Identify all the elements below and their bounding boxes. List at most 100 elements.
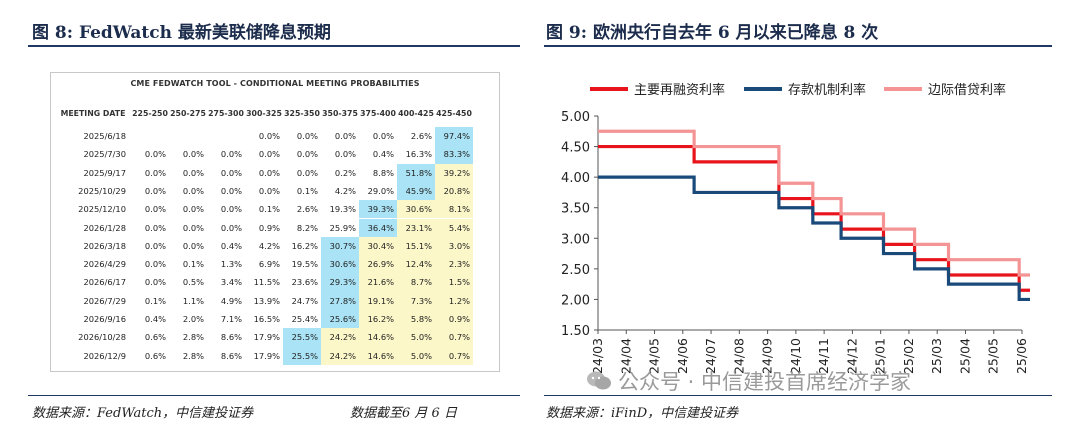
right-title-rule <box>544 45 1052 47</box>
table-cell: 0.0% <box>296 149 318 160</box>
table-cell: 0.0% <box>220 185 242 196</box>
y-tick-label: 3.50 <box>561 202 590 217</box>
table-cell: 0.0% <box>144 149 166 160</box>
table-cell: 0.0% <box>144 277 166 288</box>
table-cell: 8.8% <box>372 167 394 178</box>
table-cell: 0.0% <box>144 259 166 270</box>
y-tick-label: 4.00 <box>561 171 590 186</box>
table-cell <box>169 127 207 145</box>
table-cell: 19.1% <box>359 291 397 310</box>
x-tick-label: 25/03 <box>929 338 944 374</box>
table-header-cell: 375-400 <box>360 109 396 118</box>
left-date-note: 数据截至6 月 6 日 <box>350 406 457 421</box>
table-cell: 39.2% <box>435 163 473 182</box>
x-tick-label: 25/05 <box>986 338 1001 374</box>
table-cell: 24.2% <box>321 328 359 347</box>
table-cell: 0.1% <box>182 259 204 270</box>
table-cell: 30.6% <box>321 255 359 274</box>
x-tick-label: 25/01 <box>873 338 888 374</box>
table-row-date: 2025/12/10 <box>78 204 126 215</box>
table-cell: 17.9% <box>253 332 280 343</box>
table-header-cell: 275-300 <box>208 109 244 118</box>
table-cell: 25.9% <box>329 222 356 233</box>
table-cell: 23.1% <box>397 218 435 237</box>
table-cell: 36.4% <box>359 218 397 237</box>
table-cell: 97.4% <box>435 127 473 146</box>
table-cell: 0.0% <box>182 204 204 215</box>
table-header-cell: 300-325 <box>246 109 282 118</box>
table-cell: 30.4% <box>359 236 397 256</box>
table-cell: 16.5% <box>253 314 280 324</box>
table-cell: 20.8% <box>435 181 473 201</box>
y-tick-label: 1.50 <box>561 324 590 339</box>
table-cell: 0.0% <box>144 240 166 251</box>
table-cell: 0.0% <box>182 167 204 178</box>
table-cell: 51.8% <box>397 163 435 182</box>
table-cell: 39.3% <box>359 200 397 219</box>
table-cell: 12.4% <box>397 255 435 274</box>
table-header-cell: 225-250 <box>132 109 168 118</box>
table-cell <box>207 127 245 145</box>
table-row-date: 2026/1/28 <box>83 222 126 233</box>
table-cell: 45.9% <box>397 181 435 201</box>
table-cell: 0.0% <box>258 131 280 141</box>
x-tick-label: 24/03 <box>590 338 605 374</box>
table-cell: 8.7% <box>397 273 435 292</box>
left-figure-title: 图 8: FedWatch 最新美联储降息预期 <box>32 23 331 43</box>
table-cell: 0.0% <box>372 131 394 141</box>
table-cell: 0.7% <box>435 328 473 347</box>
legend-label: 存款机制利率 <box>788 82 866 98</box>
table-cell: 13.9% <box>253 295 280 306</box>
table-cell: 0.9% <box>435 310 473 329</box>
table-cell: 0.2% <box>334 167 356 178</box>
table-cell: 25.4% <box>291 314 318 324</box>
table-cell: 7.1% <box>220 314 242 324</box>
table-cell: 24.2% <box>321 346 359 365</box>
left-bottom-rule <box>28 395 520 396</box>
table-cell: 8.2% <box>296 222 318 233</box>
table-cell: 0.0% <box>258 149 280 160</box>
table-cell: 8.1% <box>435 200 473 219</box>
x-tick-label: 24/11 <box>816 338 831 374</box>
x-tick-label: 24/08 <box>731 338 746 374</box>
x-tick-label: 24/04 <box>618 338 633 374</box>
table-cell: 5.4% <box>435 218 473 237</box>
table-cell: 15.1% <box>397 236 435 256</box>
y-tick-label: 4.50 <box>561 141 590 156</box>
x-tick-label: 25/06 <box>1014 338 1029 374</box>
series-line-1 <box>598 175 1030 302</box>
y-tick-label: 3.00 <box>561 232 590 247</box>
table-cell: 16.2% <box>359 310 397 329</box>
table-cell: 0.7% <box>435 346 473 365</box>
table-cell: 27.8% <box>321 291 359 310</box>
table-header-cell: 425-450 <box>436 109 472 118</box>
table-row-date: 2026/10/28 <box>78 332 126 343</box>
fedwatch-table-title: CME FEDWATCH TOOL - CONDITIONAL MEETING … <box>130 79 420 88</box>
table-cell: 0.0% <box>258 167 280 178</box>
table-cell: 23.6% <box>291 277 318 288</box>
x-tick-label: 24/12 <box>844 338 859 374</box>
table-cell: 0.6% <box>144 332 166 343</box>
table-cell: 29.3% <box>321 273 359 292</box>
table-cell: 0.1% <box>258 204 280 215</box>
table-cell: 0.0% <box>334 131 356 141</box>
table-cell: 5.0% <box>397 328 435 347</box>
x-tick-label: 24/06 <box>675 338 690 374</box>
table-cell: 16.2% <box>291 240 318 251</box>
table-cell: 0.4% <box>220 240 242 251</box>
table-cell: 24.7% <box>291 295 318 306</box>
table-cell: 0.0% <box>296 167 318 178</box>
table-row-date: 2025/9/17 <box>83 167 126 178</box>
table-cell: 19.5% <box>291 259 318 270</box>
table-header-cell: 350-375 <box>322 109 358 118</box>
table-cell: 25.5% <box>283 346 321 365</box>
table-cell: 0.4% <box>144 314 166 324</box>
right-bottom-rule <box>544 395 1052 396</box>
series-line-2 <box>598 129 1030 277</box>
table-row-date: 2026/3/18 <box>83 240 126 251</box>
ecb-rate-chart: 主要再融资利率 存款机制利率 边际借贷利率 5.00 4.50 4.00 3.50 3.00… <box>561 82 1030 374</box>
table-cell: 2.6% <box>296 204 318 215</box>
table-cell: 14.6% <box>359 328 397 347</box>
table-cell: 0.0% <box>182 185 204 196</box>
table-cell: 0.0% <box>182 149 204 160</box>
